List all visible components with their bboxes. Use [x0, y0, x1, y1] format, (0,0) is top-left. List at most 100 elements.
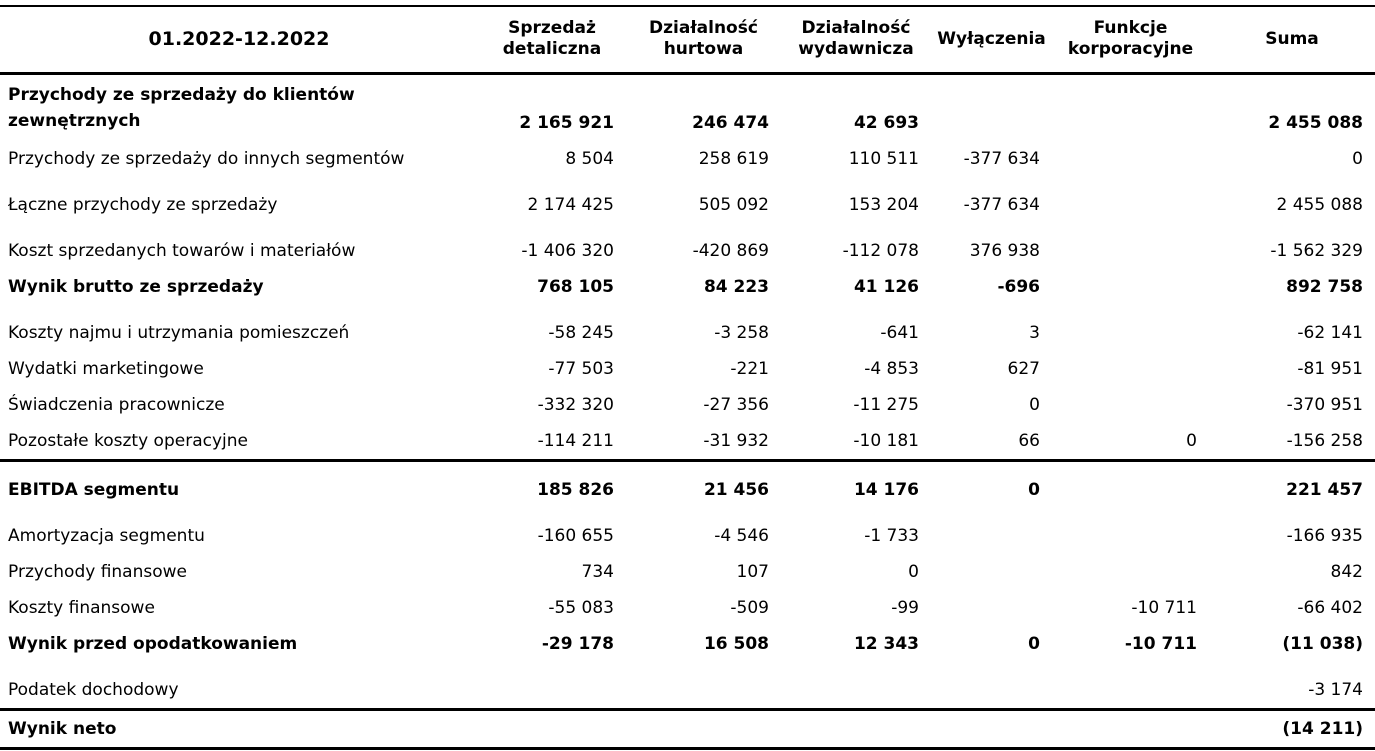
- table-row: Przychody ze sprzedaży do innych segment…: [0, 141, 1375, 177]
- cell-value: 2 455 088: [1268, 113, 1363, 133]
- row-label: Pozostałe koszty operacyjne: [8, 431, 248, 451]
- cell-value: -420 869: [692, 241, 769, 261]
- cell-value: 3: [1029, 323, 1040, 343]
- cell-value: -377 634: [963, 195, 1040, 215]
- row-label: Wynik brutto ze sprzedaży: [8, 277, 264, 297]
- cell-value: 0: [1352, 149, 1363, 169]
- cell-value: 246 474: [692, 113, 769, 133]
- cell-value: [626, 708, 781, 750]
- cell-value: -10 181: [853, 431, 919, 451]
- column-header-sprzedaz-detaliczna: Sprzedaż detaliczna: [478, 6, 626, 75]
- cell-value: 0: [908, 562, 919, 582]
- cell-value: 376 938: [969, 241, 1040, 261]
- cell-value: [1052, 554, 1209, 590]
- row-label: Wynik przed opodatkowaniem: [8, 634, 298, 654]
- cell-value: 0: [1028, 634, 1040, 654]
- table-row: Wydatki marketingowe -77 503 -221 -4 853 627…: [0, 351, 1375, 387]
- cell-value: 12 343: [853, 634, 919, 654]
- cell-value: [1052, 305, 1209, 351]
- cell-value: 768 105: [537, 277, 614, 297]
- row-label: Świadczenia pracownicze: [8, 395, 225, 415]
- table-row: Koszty najmu i utrzymania pomieszczeń -58…: [0, 305, 1375, 351]
- row-label: Przychody ze sprzedaży do klientów zewnę…: [8, 85, 355, 131]
- row-label: Amortyzacja segmentu: [8, 526, 205, 546]
- cell-value: -62 141: [1297, 323, 1363, 343]
- cell-value: [931, 508, 1052, 554]
- cell-value: (14 211): [1209, 708, 1375, 750]
- cell-value: [1052, 223, 1209, 269]
- cell-value: -166 935: [1286, 526, 1363, 546]
- row-label: Koszty najmu i utrzymania pomieszczeń: [8, 323, 350, 343]
- row-label: Podatek dochodowy: [8, 680, 179, 700]
- cell-value: -81 951: [1297, 359, 1363, 379]
- cell-value: -4 853: [864, 359, 919, 379]
- cell-value: -332 320: [537, 395, 614, 415]
- column-header-dzialalnosc-wydawnicza: Działalność wydawnicza: [781, 6, 931, 75]
- cell-value: -3 174: [1308, 680, 1363, 700]
- cell-value: -112 078: [842, 241, 919, 261]
- cell-value: -221: [730, 359, 769, 379]
- cell-value: -370 951: [1286, 395, 1363, 415]
- row-label: Wynik neto: [0, 708, 478, 750]
- cell-value: 107: [736, 562, 769, 582]
- cell-value: [1052, 508, 1209, 554]
- cell-value: -696: [997, 277, 1040, 297]
- cell-value: 258 619: [698, 149, 769, 169]
- segment-results-table: 01.2022-12.2022 Sprzedaż detaliczna Dzia…: [0, 5, 1375, 750]
- table-row: Amortyzacja segmentu -160 655 -4 546 -1 733…: [0, 508, 1375, 554]
- cell-value: -99: [891, 598, 919, 618]
- row-label: Koszty finansowe: [8, 598, 155, 618]
- cell-value: [1052, 74, 1209, 142]
- cell-value: [931, 662, 1052, 710]
- cell-value: [781, 708, 931, 750]
- cell-value: [1052, 177, 1209, 223]
- cell-value: [931, 708, 1052, 750]
- cell-value: [1052, 662, 1209, 710]
- cell-value: [931, 74, 1052, 142]
- cell-value: 0: [1186, 431, 1197, 451]
- cell-value: -1 562 329: [1270, 241, 1363, 261]
- cell-value: [478, 662, 626, 710]
- period-header: 01.2022-12.2022: [0, 6, 478, 75]
- cell-value: [1052, 387, 1209, 423]
- table-row: Koszty finansowe -55 083 -509 -99 -10 711 -66…: [0, 590, 1375, 626]
- cell-value: 221 457: [1209, 459, 1375, 508]
- cell-value: 734: [581, 562, 614, 582]
- cell-value: -31 932: [703, 431, 769, 451]
- column-header-suma: Suma: [1209, 6, 1375, 75]
- cell-value: -10 711: [1131, 598, 1197, 618]
- table-row: Świadczenia pracownicze -332 320 -27 356 -1…: [0, 387, 1375, 423]
- cell-value: -114 211: [537, 431, 614, 451]
- cell-value: -10 711: [1124, 634, 1197, 654]
- cell-value: [1052, 459, 1209, 508]
- cell-value: -29 178: [541, 634, 614, 654]
- cell-value: [1052, 141, 1209, 177]
- cell-value: -55 083: [548, 598, 614, 618]
- cell-value: 2 165 921: [519, 113, 614, 133]
- table-row: Przychody finansowe 734 107 0 842: [0, 554, 1375, 590]
- table-row: Wynik brutto ze sprzedaży 768 105 84 223 41…: [0, 269, 1375, 305]
- cell-value: (11 038): [1282, 634, 1363, 654]
- cell-value: 42 693: [853, 113, 919, 133]
- table-row: Pozostałe koszty operacyjne -114 211 -31 9…: [0, 423, 1375, 461]
- cell-value: 505 092: [698, 195, 769, 215]
- cell-value: [931, 554, 1052, 590]
- cell-value: -509: [730, 598, 769, 618]
- cell-value: [781, 662, 931, 710]
- table-row: Łączne przychody ze sprzedaży 2 174 425 50…: [0, 177, 1375, 223]
- cell-value: -1 733: [864, 526, 919, 546]
- cell-value: 2 174 425: [527, 195, 614, 215]
- header-row: 01.2022-12.2022 Sprzedaż detaliczna Dzia…: [0, 6, 1375, 75]
- cell-value: -77 503: [548, 359, 614, 379]
- cell-value: 21 456: [626, 459, 781, 508]
- cell-value: -377 634: [963, 149, 1040, 169]
- cell-value: 185 826: [478, 459, 626, 508]
- cell-value: 842: [1330, 562, 1363, 582]
- cell-value: -641: [880, 323, 919, 343]
- row-label: Przychody finansowe: [8, 562, 187, 582]
- cell-value: -11 275: [853, 395, 919, 415]
- table-row: EBITDA segmentu 185 826 21 456 14 176 0 221 4…: [0, 459, 1375, 508]
- cell-value: [931, 590, 1052, 626]
- cell-value: -4 546: [714, 526, 769, 546]
- cell-value: 892 758: [1286, 277, 1363, 297]
